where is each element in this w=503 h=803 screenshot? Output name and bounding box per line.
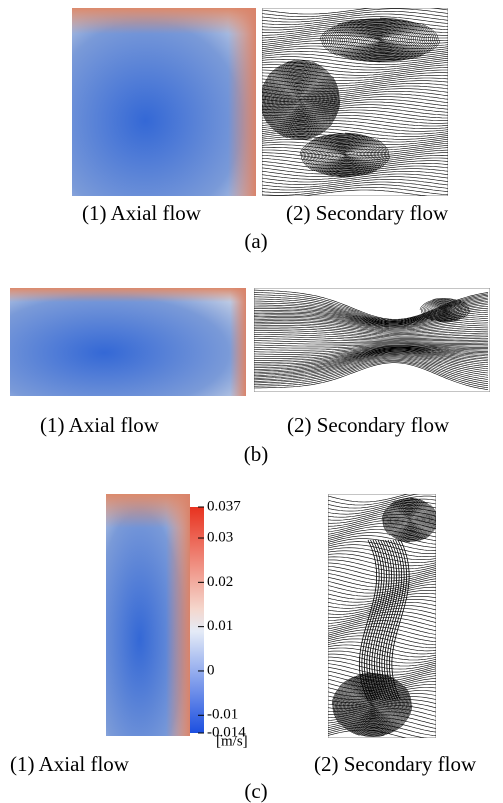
- caption: (2) Secondary flow: [286, 201, 449, 225]
- caption: (1) Axial flow: [82, 201, 202, 225]
- panel-label: (b): [244, 442, 269, 466]
- secondary-flow-image: [260, 6, 448, 198]
- colorbar-tick-label: -0.014: [207, 724, 246, 740]
- panel-label: (c): [244, 779, 267, 803]
- colorbar-tick-label: 0.037: [207, 498, 241, 514]
- secondary-flow-image: [328, 490, 438, 742]
- caption: (2) Secondary flow: [314, 752, 477, 776]
- secondary-flow-image: [254, 288, 490, 392]
- caption: (2) Secondary flow: [287, 413, 450, 437]
- colorbar-tick-label: 0.02: [207, 574, 233, 590]
- axial-flow-image: [72, 8, 256, 196]
- colorbar-tick-label: -0.01: [207, 707, 238, 723]
- figure: (1) Axial flow (2) Secondary flow (a) (1…: [0, 0, 503, 803]
- colorbar-tick-label: 0.01: [207, 618, 233, 634]
- caption: (1) Axial flow: [10, 752, 130, 776]
- panel-label: (a): [244, 229, 267, 253]
- colorbar-tick-label: 0.03: [207, 529, 233, 545]
- axial-flow-image: [10, 288, 246, 396]
- colorbar: [190, 507, 204, 733]
- caption: (1) Axial flow: [40, 413, 160, 437]
- colorbar-tick-label: 0: [207, 662, 215, 678]
- axial-flow-image: [106, 494, 190, 736]
